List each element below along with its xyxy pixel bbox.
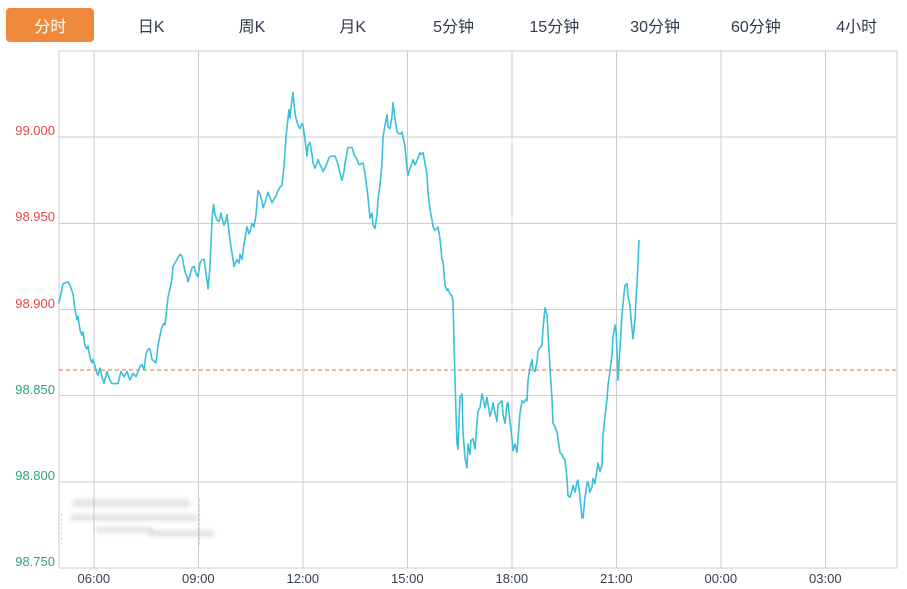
tab-15min[interactable]: 15分钟 <box>529 19 580 36</box>
timeframe-tab-bar: 分时 日K 周K 月K 5分钟 15分钟 30分钟 60分钟 4小时 <box>0 0 907 50</box>
active-tab-pill: 分时 <box>6 8 95 42</box>
x-tick-label: 06:00 <box>77 571 111 586</box>
price-line-series <box>58 91 640 519</box>
y-tick-label: 98.850 <box>15 381 55 397</box>
tab-weekly-k[interactable]: 周K <box>238 19 266 36</box>
y-tick-label: 98.800 <box>15 467 55 483</box>
y-tick-label: 99.000 <box>15 123 55 139</box>
tab-4hour[interactable]: 4小时 <box>836 19 878 36</box>
x-tick-label: 03:00 <box>809 571 842 586</box>
x-tick-label: 09:00 <box>182 571 215 586</box>
x-tick-label: 18:00 <box>495 571 529 586</box>
tab-30min[interactable]: 30分钟 <box>630 19 680 36</box>
tab-daily-k[interactable]: 日K <box>137 19 165 36</box>
tab-60min[interactable]: 60分钟 <box>730 19 781 36</box>
x-tick-label: 12:00 <box>286 571 320 586</box>
x-tick-label: 15:00 <box>391 571 424 586</box>
tab-5min[interactable]: 5分钟 <box>433 19 474 36</box>
x-tick-label: 21:00 <box>600 571 633 586</box>
x-tick-label: 00:00 <box>704 571 738 586</box>
y-tick-label: 98.950 <box>15 209 55 225</box>
tab-fenshi-intraday[interactable]: 分时 <box>0 0 101 50</box>
y-tick-label: 98.750 <box>15 554 55 569</box>
tab-monthly-k[interactable]: 月K <box>339 19 367 36</box>
y-tick-label: 98.900 <box>15 295 55 311</box>
